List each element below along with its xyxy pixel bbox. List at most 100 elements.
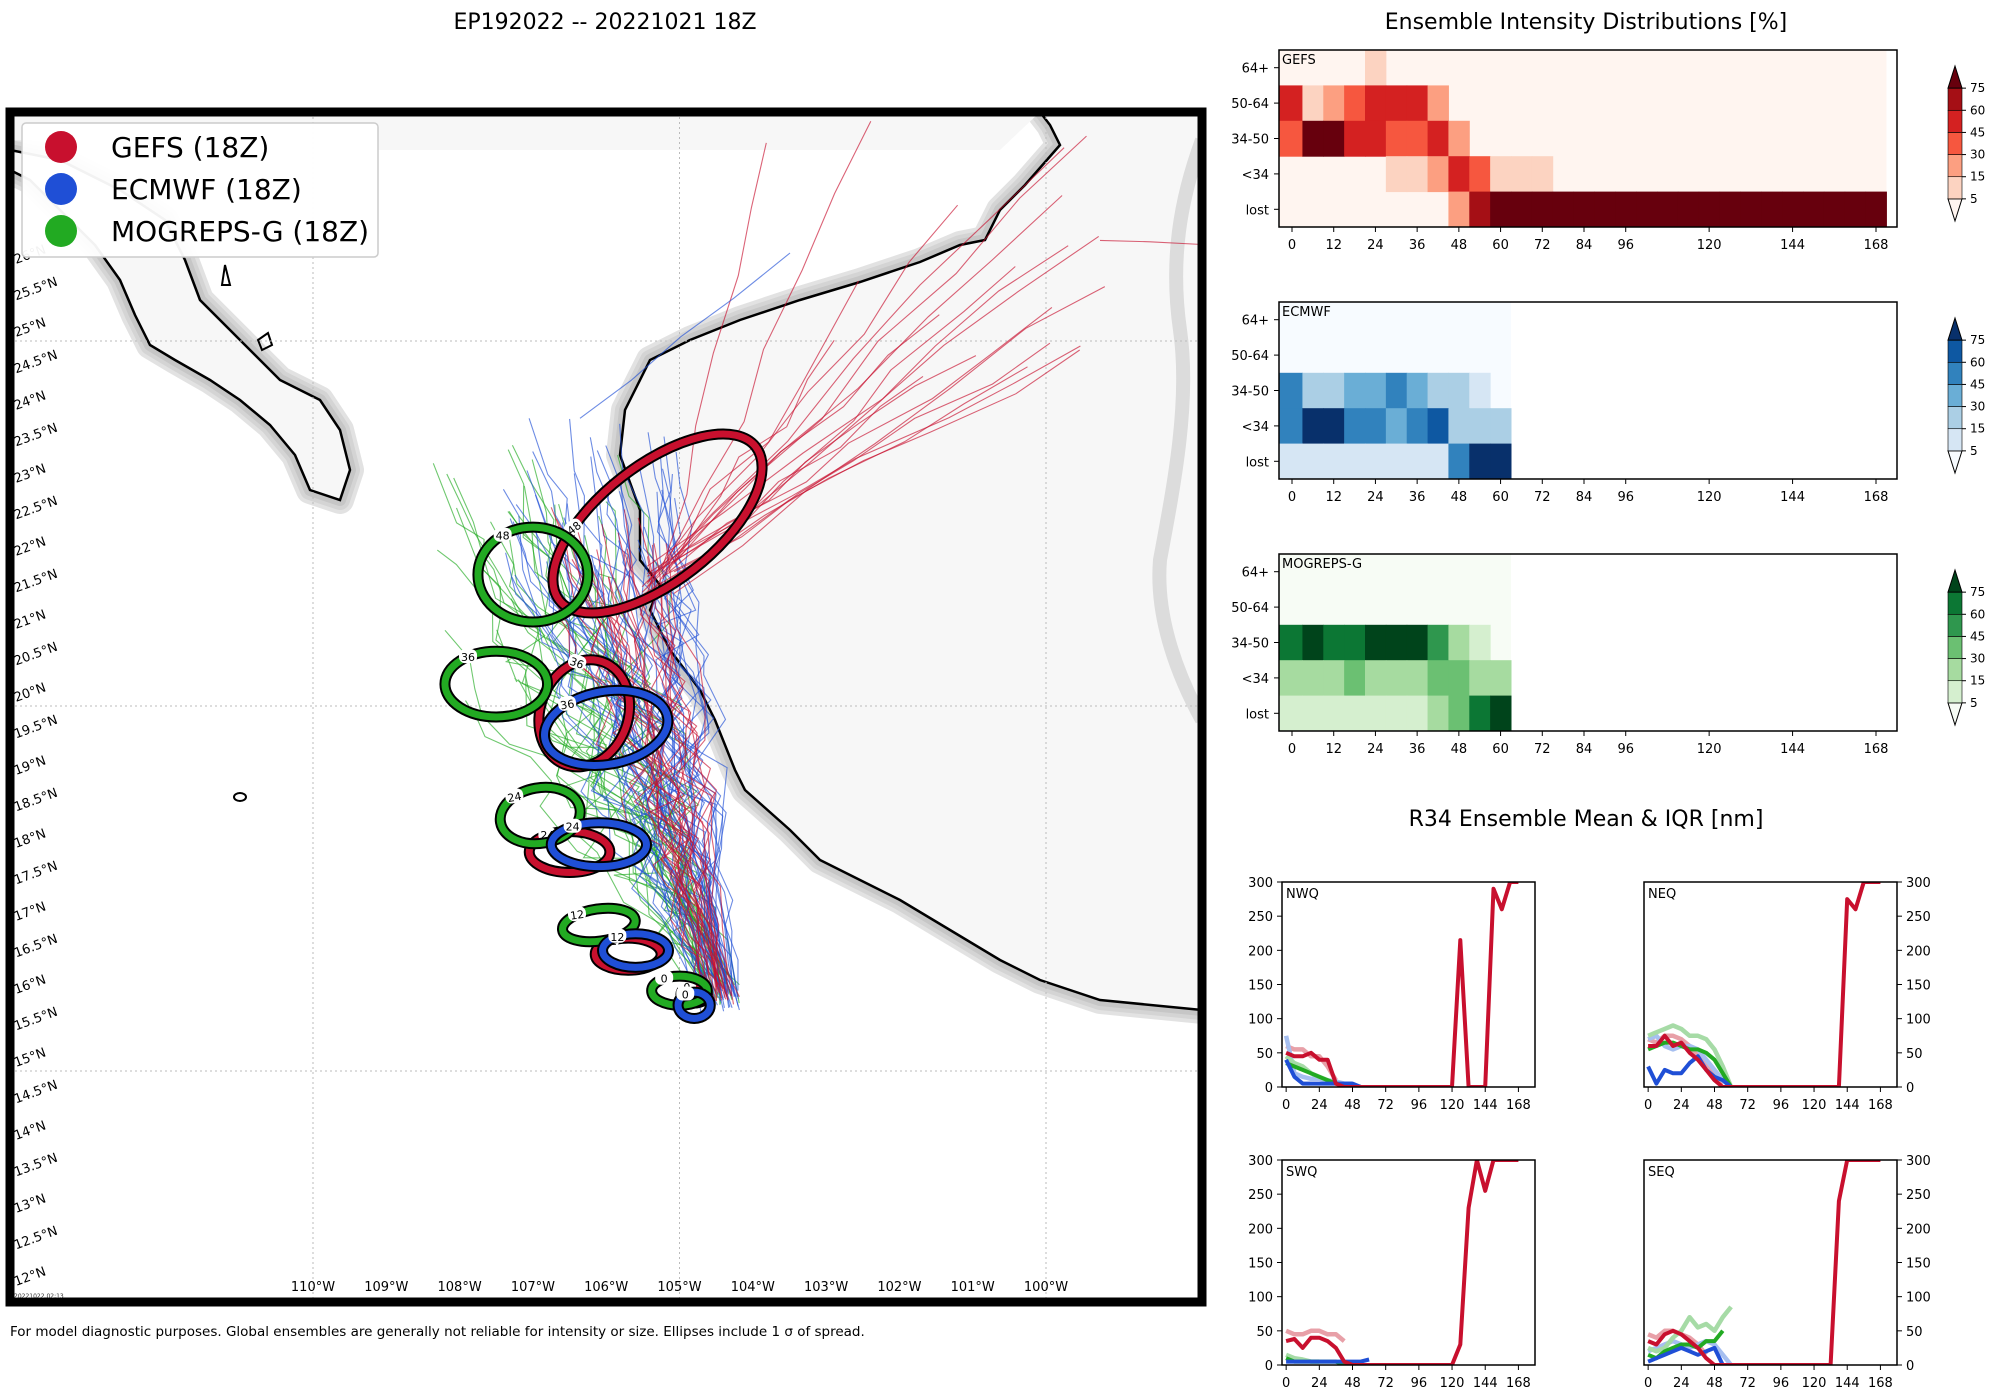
- heatmap-cell: [1865, 191, 1887, 228]
- ellipse-label-bg: [564, 518, 583, 536]
- heatmap-cell: [1344, 695, 1366, 732]
- x-tick-label: 120: [1802, 1098, 1827, 1113]
- ensemble-track: [661, 489, 735, 997]
- colorbar-extend: [1947, 198, 1963, 223]
- heatmap-cell: [1448, 191, 1470, 228]
- ensemble-track: [673, 342, 1051, 573]
- heatmap-cell: [1615, 191, 1637, 228]
- heatmap-row-label: 34-50: [1231, 637, 1269, 652]
- x-tick-label: 72: [1534, 742, 1551, 757]
- forecast-ellipse-gefs: 48: [547, 428, 768, 619]
- lon-tick-label: 108°W: [438, 1280, 482, 1295]
- heatmap-cell: [1279, 85, 1303, 122]
- heatmap-cell: [1594, 191, 1616, 228]
- x-tick-label: 96: [1617, 742, 1634, 757]
- ellipse-label-bg: [568, 653, 587, 670]
- ellipse-label-bg: [557, 695, 577, 711]
- colorbar-tick-label: 5: [1970, 444, 1978, 458]
- x-tick-label: 24: [1311, 1098, 1328, 1113]
- heatmap-cell: [1302, 85, 1324, 122]
- ensemble-track: [647, 345, 1081, 577]
- ellipse-hour-label: 12: [569, 908, 585, 923]
- ellipse-label-bg: [459, 649, 478, 664]
- heatmap-cell: [1344, 85, 1366, 122]
- forecast-ellipse-ecmwf: 36: [539, 684, 674, 771]
- x-tick-label: 168: [1506, 1376, 1531, 1391]
- heatmap-cell: [1406, 660, 1429, 697]
- r34-iqr-gefs: [1285, 1328, 1346, 1343]
- heatmap-row-label: 50-64: [1231, 601, 1269, 616]
- coastline-mainland: [618, 112, 1202, 1012]
- x-tick-label: 72: [1377, 1376, 1394, 1391]
- x-tick-label: 48: [1706, 1098, 1723, 1113]
- heatmap-cell: [1448, 120, 1470, 157]
- heatmap-cell: [1385, 624, 1408, 661]
- heatmap-cell: [1365, 120, 1387, 157]
- ensemble-track: [641, 375, 924, 593]
- r34-iqr-ecmwf: [1647, 1338, 1733, 1365]
- heatmap-cell: [1677, 191, 1700, 228]
- forecast-ellipse-mogreps: 36: [439, 645, 554, 723]
- ellipse-hour-label: 0: [682, 989, 689, 1002]
- heatmap-cell: [1636, 191, 1658, 228]
- ensemble-track: [668, 306, 1053, 573]
- r34-mean-ecmwf: [1647, 1345, 1725, 1365]
- colorbar-tick-label: 30: [1970, 652, 1985, 666]
- heatmap-cell: [1427, 660, 1449, 697]
- x-tick-label: 120: [1697, 238, 1722, 253]
- y-tick-label: 100: [1248, 1291, 1273, 1306]
- ensemble-track: [661, 120, 872, 572]
- ensemble-track: [673, 286, 1106, 595]
- ensemble-track: [662, 339, 835, 580]
- ensemble-track: [646, 204, 959, 585]
- heatmap-cell: [1490, 695, 1512, 732]
- heatmap-cell: [1344, 372, 1366, 409]
- heatmap-cell: [1302, 695, 1324, 732]
- heatmap-cell: [1761, 191, 1783, 228]
- x-tick-label: 96: [1773, 1098, 1790, 1113]
- y-tick-label: 150: [1906, 1257, 1931, 1272]
- r34-panel-neq: NEQ 0 24 48 72 96 120 144 168 0 50 100 150 200 250 300: [1643, 876, 1931, 1113]
- ellipse-hour-label: 12: [610, 931, 624, 944]
- ellipse-label-bg: [567, 906, 587, 922]
- ellipse-ring: [441, 647, 552, 721]
- heatmap-cell: [1323, 695, 1345, 732]
- lon-tick-label: 104°W: [731, 1280, 775, 1295]
- y-tick-label: 200: [1248, 944, 1273, 959]
- heatmap-cell: [1302, 408, 1324, 445]
- heatmap-row-label: 64+: [1242, 62, 1269, 77]
- x-tick-label: 96: [1411, 1098, 1428, 1113]
- legend-marker: [45, 131, 77, 163]
- heatmap-cell: [1803, 191, 1825, 228]
- heatmap-row-label: 50-64: [1231, 349, 1269, 364]
- heatmap-cell: [1469, 408, 1491, 445]
- heatmap-cell: [1469, 156, 1491, 193]
- y-tick-label: 50: [1256, 1047, 1273, 1062]
- map-stamp: 20221022 02:13: [14, 1293, 64, 1300]
- heatmap-cell: [1448, 408, 1470, 445]
- heatmap-row-label: <34: [1242, 420, 1269, 435]
- x-tick-label: 120: [1802, 1376, 1827, 1391]
- ensemble-track: [637, 517, 705, 1002]
- x-tick-label: 60: [1492, 742, 1509, 757]
- x-tick-label: 0: [1644, 1376, 1652, 1391]
- y-tick-label: 100: [1906, 1013, 1931, 1028]
- x-tick-label: 36: [1409, 490, 1426, 505]
- heatmap-cell: [1279, 372, 1303, 409]
- heatmap-cell: [1279, 624, 1303, 661]
- r34-mean-gefs: [1648, 882, 1881, 1087]
- heatmap-cell: [1323, 120, 1345, 157]
- ellipse-label-bg: [493, 527, 512, 542]
- colorbar-segment: [1947, 658, 1963, 682]
- x-tick-label: 60: [1492, 490, 1509, 505]
- r34-mean-gefs: [1647, 1160, 1881, 1365]
- lon-tick-labels: 110°W 109°W 108°W 107°W 106°W 105°W 104°W 103°W…: [291, 1280, 1068, 1295]
- ensemble-track: [563, 556, 727, 1000]
- forecast-ellipse-ecmwf: 12: [597, 928, 675, 973]
- heatmap-cell: [1427, 695, 1449, 732]
- x-tick-label: 0: [1288, 238, 1296, 253]
- heatmap-row-label: <34: [1242, 672, 1269, 687]
- heatmap-cell: [1427, 408, 1449, 445]
- x-tick-label: 24: [1367, 238, 1384, 253]
- ellipse-hour-label: 36: [461, 651, 475, 664]
